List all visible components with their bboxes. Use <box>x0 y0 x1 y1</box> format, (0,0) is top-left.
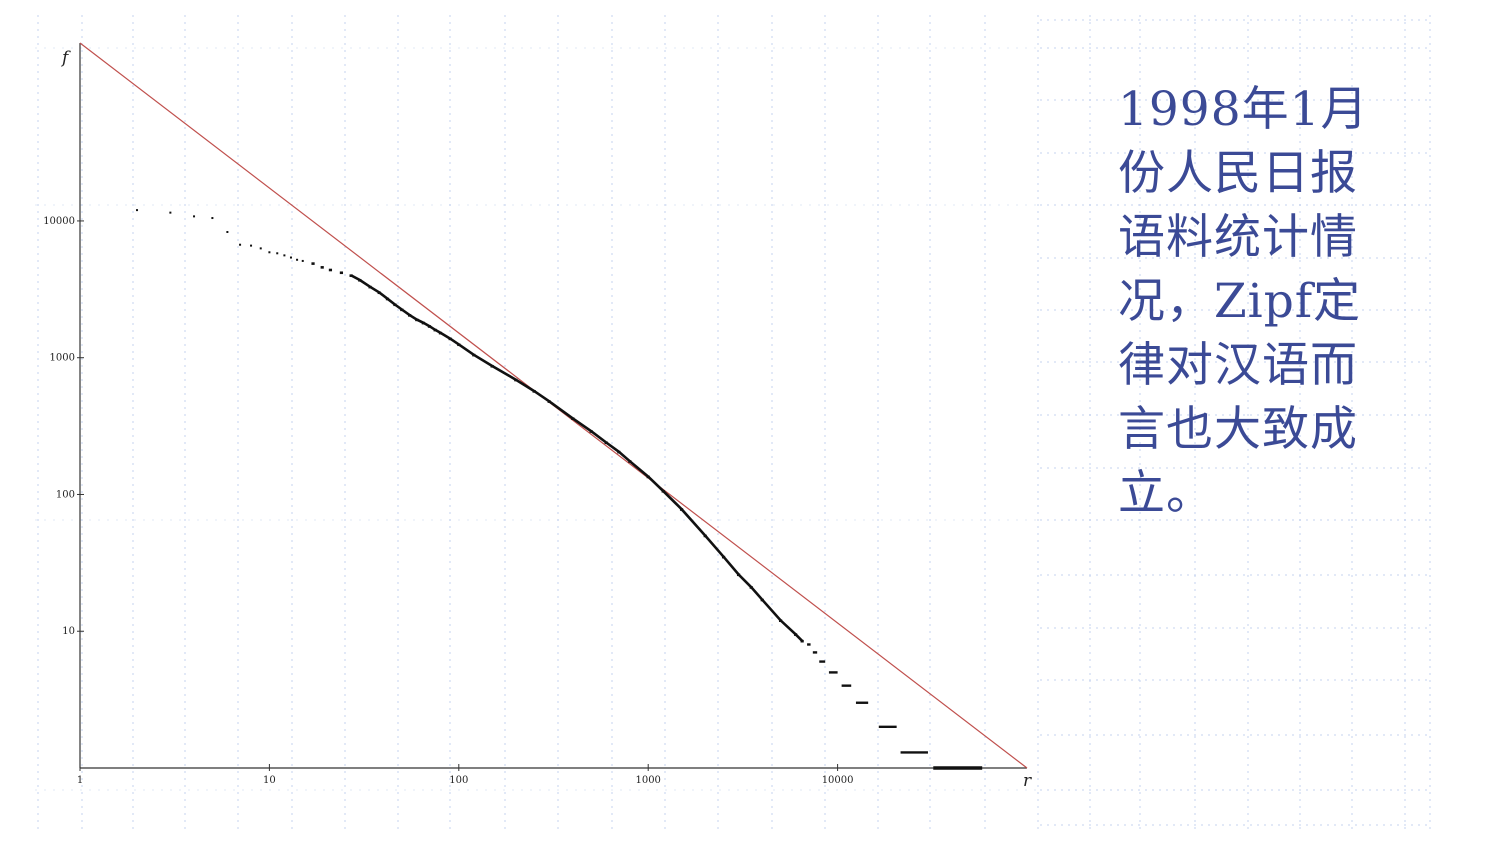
x-tick-label: 1 <box>77 775 83 786</box>
x-tick-label: 1000 <box>635 775 660 786</box>
data-point <box>289 256 292 259</box>
data-point <box>301 259 304 262</box>
data-point <box>226 231 229 234</box>
data-point <box>320 266 324 269</box>
caption-line: 1998年1月 <box>1118 82 1369 137</box>
x-tick-label: 100 <box>449 775 468 786</box>
data-point <box>169 211 172 214</box>
y-tick-label: 10000 <box>43 216 75 227</box>
data-point <box>328 268 333 272</box>
y-tick-label: 1000 <box>50 353 75 364</box>
zipf-log-log-chart: 1 10 100 1000 10000 10 100 1000 10000 f r <box>43 42 1032 791</box>
data-point <box>311 262 315 265</box>
y-tick-label: 100 <box>56 489 75 500</box>
caption-line: 况，Zipf定 <box>1118 274 1362 329</box>
caption-text: 1998年1月 份人民日报 语料统计情 况，Zipf定 律对汉语而 言也大致成 … <box>1118 78 1408 526</box>
x-tick-label: 10000 <box>822 775 854 786</box>
caption-line: 语料统计情 <box>1118 210 1358 265</box>
data-point <box>136 209 139 212</box>
data-point <box>276 252 279 255</box>
data-point <box>268 251 271 254</box>
caption-line: 份人民日报 <box>1118 146 1358 201</box>
data-point <box>339 271 344 275</box>
data-point <box>259 247 262 250</box>
data-points <box>136 209 804 643</box>
data-point <box>239 243 242 246</box>
x-axis-label: r <box>1023 771 1032 791</box>
x-tick-label: 10 <box>263 775 276 786</box>
y-tick-label: 10 <box>62 626 75 637</box>
data-point <box>250 244 253 247</box>
y-axis-label: f <box>60 48 71 68</box>
caption-line: 言也大致成 <box>1118 402 1358 457</box>
data-point <box>283 254 286 257</box>
data-point <box>296 258 299 261</box>
data-point <box>800 639 804 643</box>
data-point <box>211 217 214 220</box>
data-curve <box>350 274 804 642</box>
caption-line: 律对汉语而 <box>1118 338 1358 393</box>
data-point <box>193 215 196 218</box>
caption-line: 立。 <box>1118 466 1214 521</box>
